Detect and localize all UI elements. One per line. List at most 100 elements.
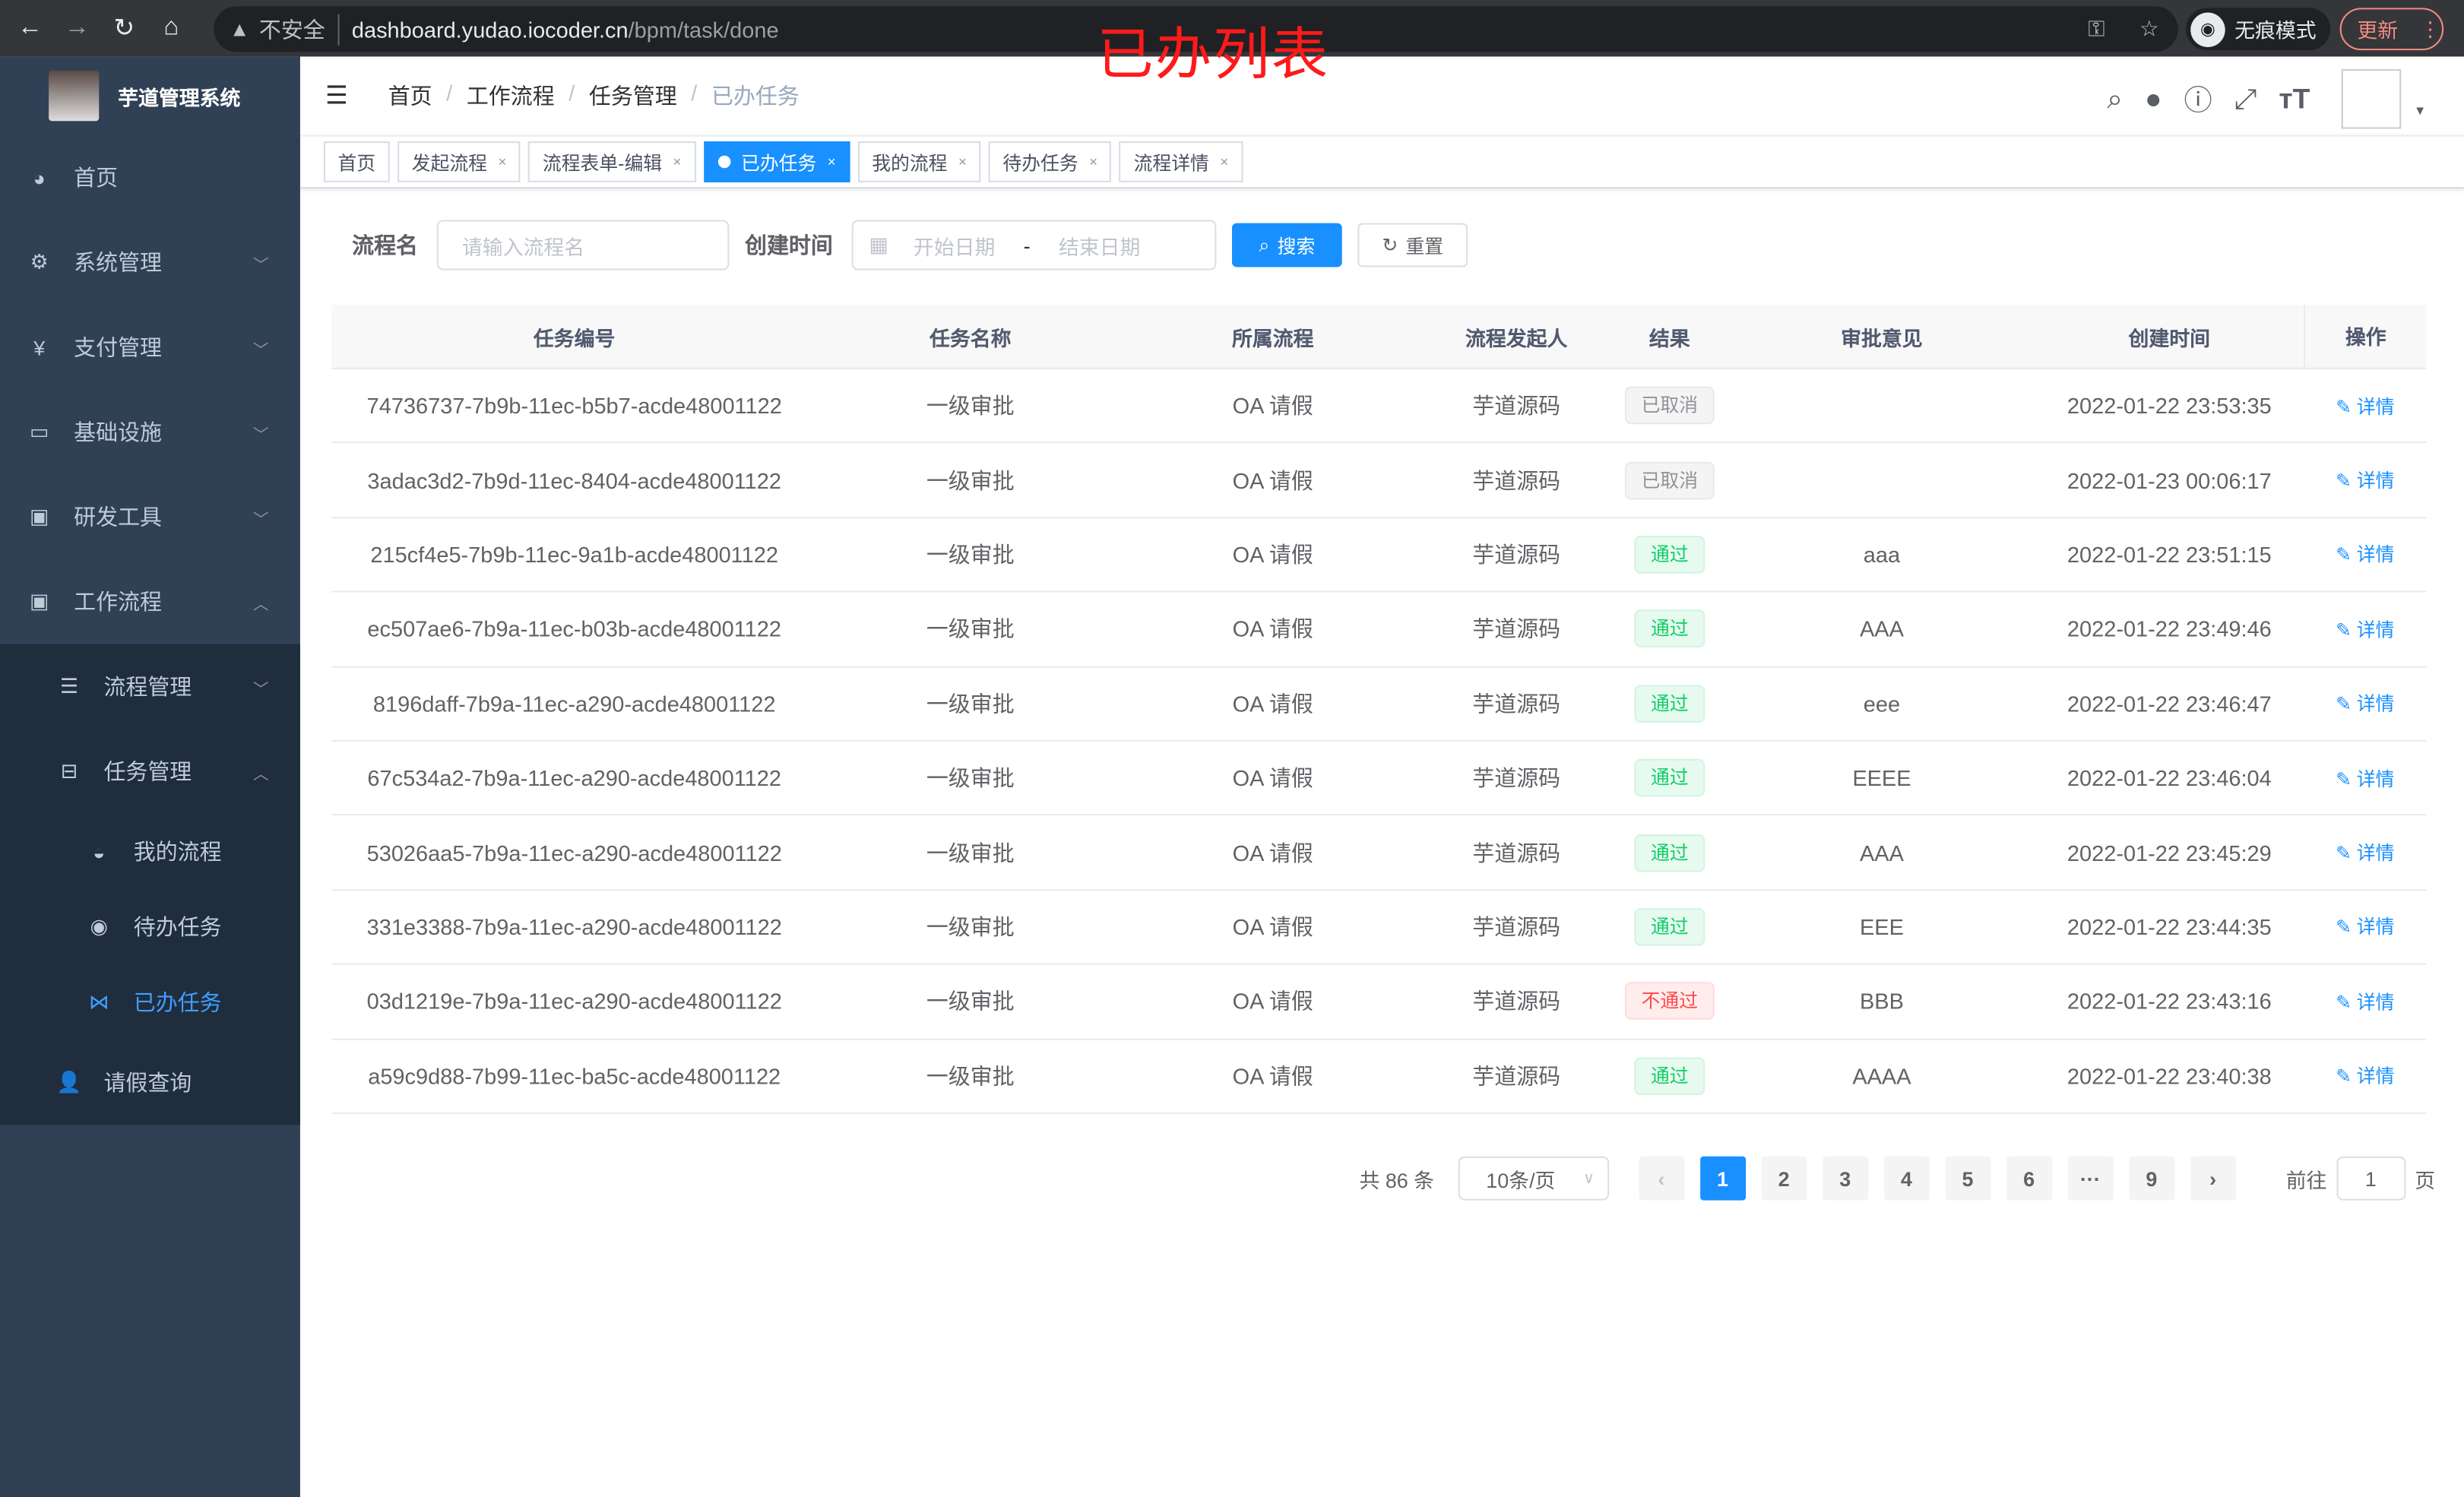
page-button[interactable]: 4 <box>1883 1156 1930 1201</box>
sidebar-item-leave[interactable]: 👤 请假查询 <box>0 1040 300 1125</box>
reset-button[interactable]: ↻ 重置 <box>1357 223 1468 267</box>
sidebar-item-task-manage[interactable]: ⊟ 任务管理 ︿ <box>0 729 300 814</box>
detail-button[interactable]: ✎ 详情 <box>2304 467 2426 493</box>
sidebar-item-tools[interactable]: ▣ 研发工具 ﹀ <box>0 474 300 559</box>
tag[interactable]: 流程详情 × <box>1119 141 1243 182</box>
cell: 通过 <box>1610 684 1728 723</box>
cell: 一级审批 <box>926 765 1015 791</box>
tag[interactable]: 发起流程 × <box>397 141 521 182</box>
warning-icon: ▲ <box>229 17 250 41</box>
chevron-up-icon: ︿ <box>252 596 269 614</box>
sidebar-item-my-process[interactable]: ◒ 我的流程 <box>0 814 300 889</box>
time-label: 创建时间 <box>745 233 833 258</box>
star-icon[interactable]: ☆ <box>2139 15 2159 41</box>
close-icon[interactable]: × <box>1220 153 1229 170</box>
total-count: 共 86 条 <box>1359 1168 1435 1192</box>
detail-button[interactable]: ✎ 详情 <box>2304 988 2426 1014</box>
breadcrumb-item[interactable]: 任务管理 <box>588 83 677 109</box>
end-date[interactable]: 结束日期 <box>1058 235 1141 259</box>
logo[interactable]: 芋道管理系统 <box>0 56 300 135</box>
pagination: 共 86 条 10条/页 ∨ ‹ 1 2 3 4 5 6 ··· 9 › 前往 1 页 <box>1359 1156 2435 1201</box>
detail-button[interactable]: ✎ 详情 <box>2304 764 2426 791</box>
close-icon[interactable]: × <box>498 153 507 170</box>
annotation-title: 已办列表 <box>1097 21 1330 87</box>
font-size-icon[interactable]: тT <box>2279 82 2310 114</box>
address-bar[interactable]: ▲ 不安全 dashboard.yudao.iocoder.cn/bpm/tas… <box>214 6 2178 52</box>
caret-down-icon[interactable]: ▼ <box>2413 103 2427 119</box>
hamburger-icon[interactable]: ☰ <box>325 83 348 110</box>
column-header: 流程发起人 <box>1465 326 1568 350</box>
table-row: 53026aa5-7b9a-11ec-a290-acde48001122 一级审批… <box>331 816 2427 891</box>
tag-home[interactable]: 首页 <box>323 141 390 182</box>
user-icon: 👤 <box>56 1070 82 1094</box>
cell: 已取消 <box>1610 387 1728 425</box>
tag-active[interactable]: 已办任务 × <box>703 141 850 182</box>
date-range-picker[interactable]: ▦ 开始日期 - 结束日期 <box>851 220 1217 271</box>
start-date[interactable]: 开始日期 <box>913 235 996 259</box>
reload-icon[interactable]: ↻ <box>113 15 135 43</box>
sidebar-item-infra[interactable]: ▭ 基础设施 ﹀ <box>0 390 300 475</box>
page-button[interactable]: 6 <box>2006 1156 2052 1201</box>
detail-button[interactable]: ✎ 详情 <box>2304 913 2426 940</box>
sidebar-item-process-manage[interactable]: ☰ 流程管理 ﹀ <box>0 644 300 730</box>
page-button[interactable]: 5 <box>1945 1156 1991 1201</box>
breadcrumb-item[interactable]: 首页 <box>388 83 432 109</box>
sidebar-item-todo[interactable]: ◉ 待办任务 <box>0 889 300 964</box>
back-icon[interactable]: ← <box>17 14 43 41</box>
fullscreen-icon[interactable]: ⤢ <box>2234 82 2257 114</box>
goto-label: 前往 <box>2285 1168 2327 1192</box>
cell: 一级审批 <box>926 393 1015 419</box>
url-host: dashboard.yudao.iocoder.cn <box>351 16 629 42</box>
search-icon[interactable]: ⌕ <box>2107 82 2124 114</box>
tag[interactable]: 流程表单-编辑 × <box>528 141 696 182</box>
search-button[interactable]: ⌕ 搜索 <box>1231 223 1342 267</box>
page-button[interactable]: 2 <box>1761 1156 1807 1201</box>
page-size-select[interactable]: 10条/页 ∨ <box>1458 1156 1609 1201</box>
sidebar-item-workflow[interactable]: ▣ 工作流程 ︿ <box>0 559 300 644</box>
edit-icon: ✎ <box>2336 1065 2357 1088</box>
close-icon[interactable]: × <box>1089 153 1098 170</box>
tag[interactable]: 待办任务 × <box>988 141 1112 182</box>
forward-icon[interactable]: → <box>64 14 90 41</box>
detail-button[interactable]: ✎ 详情 <box>2304 690 2426 717</box>
next-page-button[interactable]: › <box>2190 1156 2236 1201</box>
help-icon[interactable]: ⓘ <box>2184 84 2212 117</box>
detail-button[interactable]: ✎ 详情 <box>2304 616 2426 642</box>
sidebar-item-pay[interactable]: ¥ 支付管理 ﹀ <box>0 305 300 390</box>
chevron-down-icon: ﹀ <box>252 426 269 445</box>
breadcrumb-item[interactable]: 工作流程 <box>466 83 555 109</box>
prev-page-button[interactable]: ‹ <box>1638 1156 1684 1201</box>
avatar[interactable] <box>2341 68 2402 129</box>
home-icon[interactable]: ⌂ <box>163 14 179 41</box>
close-icon[interactable]: × <box>958 153 967 170</box>
page-button[interactable]: 1 <box>1699 1156 1746 1201</box>
github-icon[interactable]: ● <box>2145 82 2162 114</box>
detail-button[interactable]: ✎ 详情 <box>2304 839 2426 866</box>
label: 研发工具 <box>74 504 162 530</box>
close-icon[interactable]: × <box>673 153 682 170</box>
key-icon[interactable]: ⚿ <box>2088 15 2105 41</box>
status-badge: 已取消 <box>1625 387 1714 425</box>
cell: OA 请假 <box>1232 691 1313 717</box>
page-button[interactable]: 9 <box>2128 1156 2174 1201</box>
incognito-badge[interactable]: ◉ 无痕模式 <box>2186 8 2331 51</box>
cell: BBB <box>1859 989 1904 1014</box>
goto-page-input[interactable]: 1 <box>2336 1156 2405 1201</box>
table-row: 74736737-7b9b-11ec-b5b7-acde48001122 一级审批… <box>331 369 2427 444</box>
close-icon[interactable]: × <box>827 153 836 170</box>
detail-button[interactable]: ✎ 详情 <box>2304 541 2426 568</box>
cell: 215cf4e5-7b9b-11ec-9a1b-acde48001122 <box>370 542 778 568</box>
detail-button[interactable]: ✎ 详情 <box>2304 1062 2426 1089</box>
update-button[interactable]: 更新 ⋮ <box>2339 8 2444 51</box>
sidebar-item-home[interactable]: ◕ 首页 <box>0 135 300 220</box>
label: 详情 <box>2356 544 2395 567</box>
page-button[interactable]: 3 <box>1822 1156 1868 1201</box>
page-button[interactable]: ··· <box>2067 1156 2114 1201</box>
cell: 通过 <box>1610 609 1728 648</box>
process-name-input[interactable]: 请输入流程名 <box>436 220 730 271</box>
detail-button[interactable]: ✎ 详情 <box>2304 392 2426 419</box>
sidebar-item-system[interactable]: ⚙ 系统管理 ﹀ <box>0 220 300 305</box>
tag[interactable]: 我的流程 × <box>857 141 981 182</box>
sidebar-item-done[interactable]: ⋈ 已办任务 <box>0 965 300 1040</box>
label: 详情 <box>2356 395 2395 418</box>
